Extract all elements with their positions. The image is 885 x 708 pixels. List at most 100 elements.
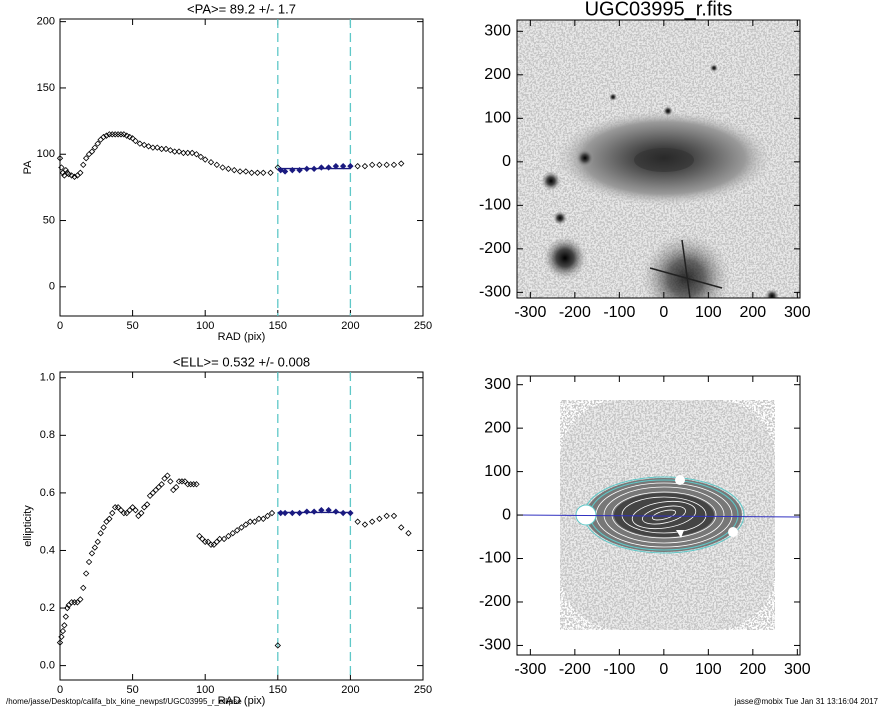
data-point — [390, 512, 398, 520]
data-point — [238, 524, 245, 531]
y-tick-label: -300 — [479, 637, 511, 654]
data-point — [264, 512, 271, 520]
data-point — [281, 168, 289, 175]
data-point — [181, 478, 189, 485]
data-point — [233, 527, 241, 534]
chart-title: UGC03995_r.fits — [585, 0, 733, 20]
data-point — [114, 504, 122, 511]
data-point — [225, 165, 232, 172]
chart-title: <ELL>= 0.532 +/- 0.008 — [173, 354, 310, 369]
y-tick-label: 100 — [37, 148, 55, 160]
y-tick-label: -300 — [479, 284, 511, 301]
data-point — [58, 633, 65, 640]
data-point — [390, 161, 398, 169]
x-tick-label: 300 — [784, 661, 811, 678]
x-axis-label: RAD (pix) — [218, 331, 266, 343]
x-tick-label: -200 — [559, 304, 591, 321]
x-tick-label: 0 — [659, 304, 668, 321]
y-tick-label: 100 — [484, 463, 511, 480]
y-axis-label: PA — [22, 160, 34, 175]
x-tick-label: -100 — [603, 661, 635, 678]
y-tick-label: -200 — [479, 593, 511, 610]
y-tick-label: 0 — [502, 153, 511, 170]
data-point — [88, 550, 96, 557]
data-point — [71, 173, 78, 180]
data-point — [254, 169, 261, 176]
y-tick-label: 0 — [502, 506, 511, 523]
data-point — [167, 147, 174, 154]
x-tick-label: 200 — [341, 320, 359, 332]
data-point — [369, 161, 376, 169]
plot-frame — [59, 371, 424, 681]
data-point — [242, 521, 250, 528]
data-point — [136, 140, 144, 147]
x-tick-label: 200 — [739, 304, 766, 321]
data-point — [132, 137, 139, 145]
x-tick-label: -300 — [514, 661, 546, 678]
data-point — [138, 509, 145, 517]
y-tick-label: 200 — [37, 16, 55, 28]
data-point — [220, 535, 228, 543]
data-point — [229, 530, 236, 537]
y-tick-label: 200 — [484, 419, 511, 436]
data-point — [175, 148, 183, 155]
data-point — [91, 144, 99, 151]
data-point — [369, 518, 376, 525]
data-point — [123, 132, 130, 139]
galaxy-image — [517, 20, 800, 298]
data-point — [145, 143, 152, 150]
data-point — [100, 524, 107, 531]
data-point — [80, 584, 87, 592]
y-tick-label: 50 — [43, 214, 55, 226]
data-point — [164, 472, 171, 479]
data-point — [204, 538, 212, 545]
data-point — [120, 131, 128, 138]
x-tick-label: 250 — [414, 320, 432, 332]
data-point — [268, 509, 276, 517]
y-tick-label: 300 — [484, 376, 511, 393]
data-point — [361, 163, 369, 170]
data-point — [184, 149, 191, 157]
data-point — [123, 509, 130, 517]
plot-frame — [59, 18, 424, 317]
data-point — [196, 532, 203, 540]
data-point — [85, 558, 93, 566]
isophote-image — [517, 376, 800, 655]
data-point — [97, 530, 104, 537]
data-point — [167, 478, 174, 485]
x-tick-label: 100 — [196, 684, 214, 696]
x-tick-label: 300 — [784, 304, 811, 321]
x-tick-label: 200 — [739, 661, 766, 678]
x-tick-label: 50 — [126, 684, 138, 696]
data-point — [251, 518, 258, 525]
data-point — [242, 168, 250, 175]
data-point — [225, 532, 232, 540]
data-point — [58, 164, 65, 171]
data-point — [260, 169, 267, 176]
x-tick-label: 250 — [414, 684, 432, 696]
y-tick-label: 300 — [484, 23, 511, 40]
data-point — [109, 509, 116, 517]
data-point — [248, 169, 255, 176]
data-point — [247, 518, 254, 525]
data-point — [199, 535, 206, 543]
data-point — [162, 145, 170, 153]
data-point — [188, 149, 196, 157]
y-tick-label: 150 — [37, 82, 55, 94]
data-point — [376, 515, 383, 522]
y-tick-label: 200 — [484, 66, 511, 83]
y-tick-label: 0.6 — [40, 487, 55, 499]
x-tick-label: 0 — [57, 684, 63, 696]
data-point — [117, 507, 125, 514]
data-point — [193, 151, 200, 158]
data-point — [103, 518, 110, 525]
data-point — [267, 169, 274, 176]
data-point — [172, 483, 180, 491]
data-point — [88, 148, 96, 155]
data-point — [398, 524, 405, 531]
y-tick-label: 1.0 — [40, 372, 55, 384]
data-point — [126, 507, 133, 514]
data-point — [158, 481, 165, 488]
data-point — [170, 486, 177, 494]
data-point — [62, 613, 69, 620]
